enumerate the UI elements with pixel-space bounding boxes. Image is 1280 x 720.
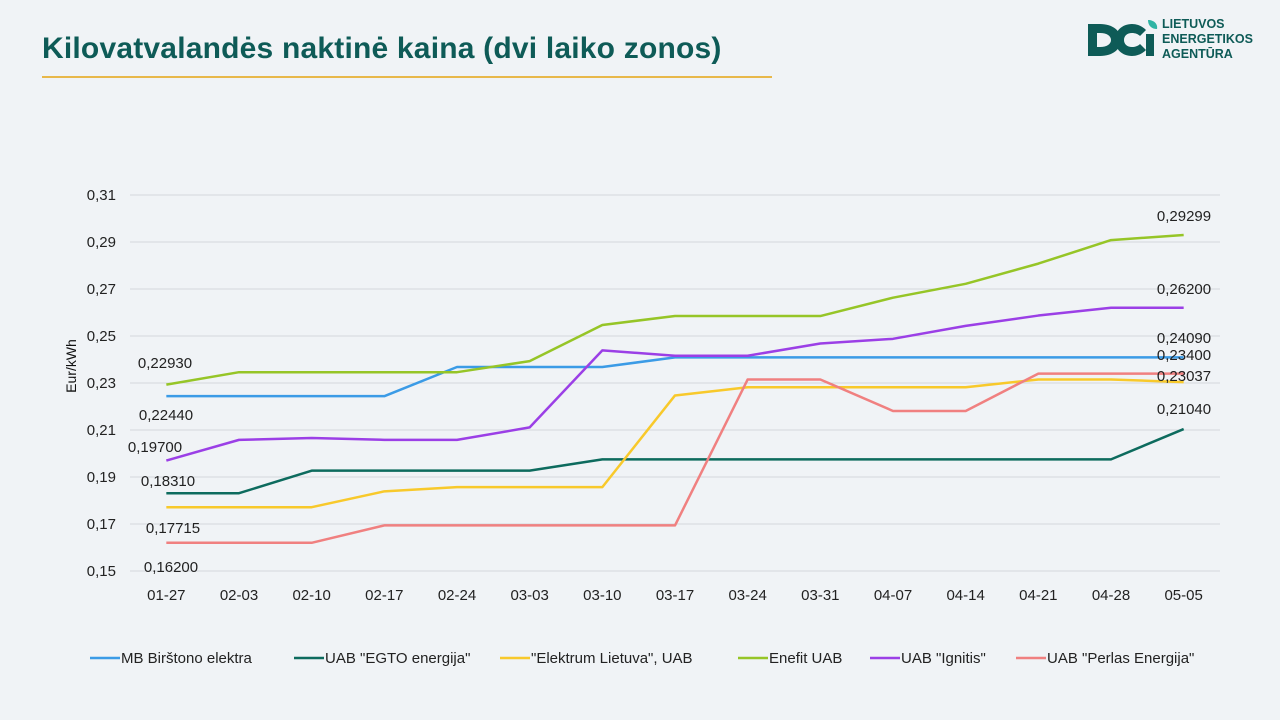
legend-label: "Elektrum Lietuva", UAB (531, 650, 693, 667)
x-tick-label: 03-10 (583, 587, 621, 604)
logo-line-2: ENERGETIKOS (1162, 32, 1253, 46)
y-tick-label: 0,27 (87, 281, 116, 298)
data-label: 0,23037 (1157, 368, 1211, 385)
y-tick-label: 0,17 (87, 516, 116, 533)
series-line (166, 356, 1184, 398)
legend-label: Enefit UAB (769, 650, 842, 667)
x-tick-label: 03-31 (801, 587, 839, 604)
legend-label: UAB "Ignitis" (901, 650, 986, 667)
y-tick-label: 0,29 (87, 234, 116, 251)
series-line (166, 233, 1184, 386)
x-tick-label: 02-10 (292, 587, 330, 604)
data-label: 0,17715 (146, 520, 200, 537)
data-label: 0,18310 (141, 473, 195, 490)
x-tick-label: 04-28 (1092, 587, 1130, 604)
data-label: 0,22440 (139, 407, 193, 424)
data-label: 0,29299 (1157, 208, 1211, 225)
x-tick-label: 03-24 (728, 587, 766, 604)
series-line (165, 306, 1184, 462)
legend-label: UAB "EGTO energija" (325, 650, 470, 667)
y-tick-label: 0,19 (87, 469, 116, 486)
x-tick-label: 05-05 (1164, 587, 1202, 604)
x-tick-label: 02-24 (438, 587, 476, 604)
data-label: 0,16200 (144, 559, 198, 576)
data-label: 0,26200 (1157, 281, 1211, 298)
data-label: 0,23400 (1157, 347, 1211, 364)
series-line (166, 427, 1185, 495)
agency-logo: LIETUVOS ENERGETIKOS AGENTŪRA (1084, 16, 1264, 66)
x-tick-label: 02-17 (365, 587, 403, 604)
logo-line-3: AGENTŪRA (1162, 47, 1233, 61)
x-tick-label: 02-03 (220, 587, 258, 604)
logo-line-1: LIETUVOS (1162, 17, 1225, 31)
x-tick-label: 03-03 (510, 587, 548, 604)
page-title: Kilovatvalandės naktinė kaina (dvi laiko… (42, 32, 722, 65)
legend-label: UAB "Perlas Energija" (1047, 650, 1194, 667)
title-underline (42, 76, 772, 78)
y-tick-label: 0,23 (87, 375, 116, 392)
series-line (166, 372, 1184, 545)
x-tick-label: 03-17 (656, 587, 694, 604)
data-label: 0,22930 (138, 355, 192, 372)
y-axis-label: Eur/kWh (63, 339, 79, 393)
logo-mark-icon (1088, 20, 1158, 56)
y-tick-label: 0,21 (87, 422, 116, 439)
y-tick-label: 0,31 (87, 187, 116, 204)
series-line (166, 378, 1184, 509)
x-tick-label: 01-27 (147, 587, 185, 604)
y-tick-label: 0,15 (87, 563, 116, 580)
x-tick-label: 04-21 (1019, 587, 1057, 604)
data-label: 0,24090 (1157, 330, 1211, 347)
logo-text: LIETUVOS ENERGETIKOS AGENTŪRA (1162, 17, 1253, 62)
data-label: 0,21040 (1157, 401, 1211, 418)
x-tick-label: 04-14 (946, 587, 984, 604)
y-tick-label: 0,25 (87, 328, 116, 345)
data-label: 0,19700 (128, 439, 182, 456)
x-tick-label: 04-07 (874, 587, 912, 604)
legend-label: MB Birštono elektra (121, 650, 253, 667)
